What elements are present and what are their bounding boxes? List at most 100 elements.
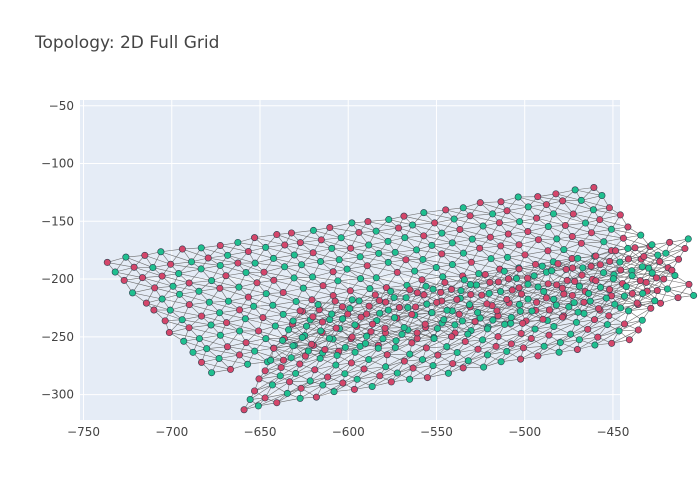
network-node [484, 351, 492, 359]
network-edge [549, 333, 571, 336]
network-node [419, 356, 427, 364]
network-node [596, 216, 604, 224]
network-edge [239, 309, 264, 318]
network-edge [563, 249, 595, 257]
network-node [440, 316, 448, 324]
network-node [466, 212, 474, 220]
network-node [504, 230, 512, 238]
network-node [587, 229, 595, 237]
network-edge [406, 285, 434, 290]
network-edge [134, 266, 163, 277]
network-edge [588, 289, 610, 294]
network-node [500, 267, 508, 275]
network-edge [537, 351, 560, 357]
network-node [481, 270, 489, 278]
network-node [240, 406, 248, 414]
network-edge [395, 249, 417, 253]
network-edge [320, 261, 348, 270]
network-node [279, 289, 287, 297]
network-edge [146, 302, 171, 311]
network-edge [201, 362, 231, 370]
network-node [555, 348, 563, 356]
network-edge [219, 287, 249, 298]
network-node [286, 378, 294, 386]
network-edge [313, 252, 340, 260]
network-node [382, 363, 390, 371]
network-node [615, 327, 623, 335]
network-node [624, 255, 632, 263]
network-edge [613, 266, 643, 280]
network-node [461, 338, 469, 346]
network-node [316, 354, 324, 362]
network-edge [378, 334, 403, 349]
network-node [413, 289, 421, 297]
network-node [216, 241, 224, 249]
network-node [204, 254, 212, 262]
network-node [241, 315, 249, 323]
network-node [111, 268, 119, 276]
network-node [363, 262, 371, 270]
network-edge [365, 327, 386, 344]
network-node [207, 321, 215, 329]
network-node [208, 277, 216, 285]
network-node [321, 346, 329, 354]
network-node [524, 228, 532, 236]
network-node [251, 259, 259, 267]
network-edge [577, 336, 598, 350]
network-node [507, 340, 515, 348]
network-edge [357, 366, 386, 380]
network-node [375, 249, 383, 257]
network-edge [254, 350, 284, 361]
network-node [524, 280, 532, 288]
network-edge [132, 287, 155, 294]
network-node [560, 246, 568, 254]
network-node [606, 257, 614, 265]
network-node [611, 300, 619, 308]
network-node [533, 298, 541, 306]
network-edge [641, 258, 669, 269]
network-edge [403, 312, 433, 328]
x-tick-label: −700 [155, 425, 188, 439]
network-edge [459, 229, 491, 238]
network-node [571, 186, 579, 194]
network-edge [382, 327, 405, 339]
network-node [120, 276, 128, 284]
network-edge [496, 304, 520, 312]
network-node [235, 351, 243, 359]
network-node [290, 274, 298, 282]
network-node [582, 219, 590, 227]
network-edge [367, 265, 398, 273]
network-edge [624, 307, 651, 325]
network-node [404, 304, 412, 312]
network-node [413, 246, 421, 254]
network-edge [431, 299, 458, 313]
network-edge [311, 295, 334, 301]
network-node [351, 348, 359, 356]
network-edge [310, 364, 337, 382]
network-node [516, 307, 524, 315]
network-edge [219, 358, 248, 365]
network-edge [415, 292, 441, 308]
network-node [459, 249, 467, 257]
network-node [636, 277, 644, 285]
y-tick-label: −50 [49, 99, 74, 113]
network-edge [189, 282, 220, 289]
network-node [236, 327, 244, 335]
network-edge [636, 290, 658, 304]
network-node [205, 298, 213, 306]
network-edge [412, 222, 435, 226]
network-edge [388, 219, 413, 226]
network-node [514, 193, 522, 201]
network-node [575, 282, 583, 290]
network-edge [643, 242, 670, 257]
network-node [432, 263, 440, 271]
network-node [438, 229, 446, 237]
x-tick-label: −650 [244, 425, 277, 439]
network-edge [227, 251, 249, 256]
network-edge [270, 345, 294, 361]
network-edge [470, 281, 499, 295]
network-node [625, 336, 633, 344]
network-node [400, 212, 408, 220]
network-edge [565, 225, 592, 233]
